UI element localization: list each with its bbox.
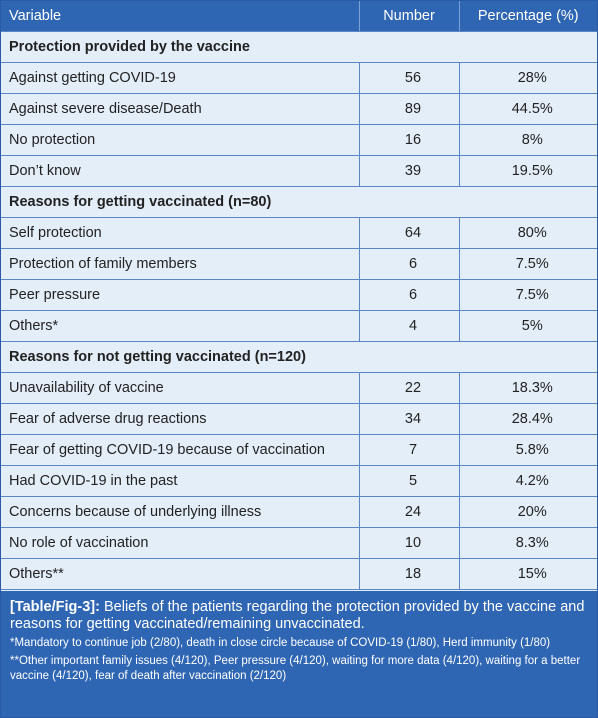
cell-percentage: 15%	[459, 558, 597, 590]
cell-percentage: 7.5%	[459, 248, 597, 280]
section-header-row: Reasons for not getting vaccinated (n=12…	[1, 341, 597, 373]
figure-caption: [Table/Fig-3]: Beliefs of the patients r…	[1, 591, 597, 717]
table-row: Fear of adverse drug reactions 34 28.4%	[1, 403, 597, 435]
cell-variable: Concerns because of underlying illness	[1, 496, 360, 528]
table-row: Fear of getting COVID-19 because of vacc…	[1, 434, 597, 466]
cell-number: 24	[359, 496, 460, 528]
cell-number: 5	[359, 465, 460, 497]
cell-variable: No role of vaccination	[1, 527, 360, 559]
table-row: Protection of family members 6 7.5%	[1, 248, 597, 280]
cell-variable: Fear of adverse drug reactions	[1, 403, 360, 435]
cell-percentage: 20%	[459, 496, 597, 528]
cell-percentage: 18.3%	[459, 372, 597, 404]
cell-percentage: 8.3%	[459, 527, 597, 559]
cell-number: 39	[359, 155, 460, 187]
caption-main: [Table/Fig-3]: Beliefs of the patients r…	[10, 599, 587, 633]
table-row: Peer pressure 6 7.5%	[1, 279, 597, 311]
table-row: Self protection 64 80%	[1, 217, 597, 249]
cell-variable: Fear of getting COVID-19 because of vacc…	[1, 434, 360, 466]
cell-number: 64	[359, 217, 460, 249]
header-number: Number	[359, 1, 460, 32]
cell-number: 89	[359, 93, 460, 125]
data-table: Variable Number Percentage (%) Protectio…	[1, 1, 597, 590]
cell-variable: Others*	[1, 310, 360, 342]
cell-number: 18	[359, 558, 460, 590]
cell-variable: Against severe disease/Death	[1, 93, 360, 125]
cell-variable: No protection	[1, 124, 360, 156]
caption-text: Beliefs of the patients regarding the pr…	[10, 599, 585, 632]
cell-variable: Self protection	[1, 217, 360, 249]
cell-variable: Had COVID-19 in the past	[1, 465, 360, 497]
section-header-row: Protection provided by the vaccine	[1, 31, 597, 63]
table-row: Others** 18 15%	[1, 558, 597, 590]
cell-percentage: 5%	[459, 310, 597, 342]
table-body: Protection provided by the vaccine Agains…	[1, 31, 597, 590]
cell-percentage: 7.5%	[459, 279, 597, 311]
table-row: Against severe disease/Death 89 44.5%	[1, 93, 597, 125]
table-row: Concerns because of underlying illness 24…	[1, 496, 597, 528]
cell-percentage: 80%	[459, 217, 597, 249]
table-row: Against getting COVID-19 56 28%	[1, 62, 597, 94]
cell-number: 4	[359, 310, 460, 342]
caption-footnote-1: *Mandatory to continue job (2/80), death…	[10, 637, 551, 649]
cell-variable: Protection of family members	[1, 248, 360, 280]
cell-number: 6	[359, 248, 460, 280]
cell-number: 7	[359, 434, 460, 466]
header-variable: Variable	[1, 1, 360, 32]
cell-variable: Peer pressure	[1, 279, 360, 311]
cell-number: 56	[359, 62, 460, 94]
cell-percentage: 8%	[459, 124, 597, 156]
section-title: Reasons for not getting vaccinated (n=12…	[1, 341, 597, 373]
cell-number: 10	[359, 527, 460, 559]
table-row: No protection 16 8%	[1, 124, 597, 156]
cell-variable: Don’t know	[1, 155, 360, 187]
cell-number: 22	[359, 372, 460, 404]
table-row: Had COVID-19 in the past 5 4.2%	[1, 465, 597, 497]
cell-number: 16	[359, 124, 460, 156]
cell-percentage: 4.2%	[459, 465, 597, 497]
cell-number: 6	[359, 279, 460, 311]
table-row: Unavailability of vaccine 22 18.3%	[1, 372, 597, 404]
cell-variable: Unavailability of vaccine	[1, 372, 360, 404]
header-percentage: Percentage (%)	[459, 1, 597, 32]
section-header-row: Reasons for getting vaccinated (n=80)	[1, 186, 597, 218]
cell-percentage: 19.5%	[459, 155, 597, 187]
cell-percentage: 28%	[459, 62, 597, 94]
cell-percentage: 28.4%	[459, 403, 597, 435]
cell-number: 34	[359, 403, 460, 435]
section-title: Reasons for getting vaccinated (n=80)	[1, 186, 597, 218]
table-row: No role of vaccination 10 8.3%	[1, 527, 597, 559]
cell-percentage: 5.8%	[459, 434, 597, 466]
caption-footnote-2: **Other important family issues (4/120),…	[10, 655, 581, 682]
table-row: Others* 4 5%	[1, 310, 597, 342]
caption-label: [Table/Fig-3]:	[10, 599, 100, 615]
cell-percentage: 44.5%	[459, 93, 597, 125]
cell-variable: Against getting COVID-19	[1, 62, 360, 94]
section-title: Protection provided by the vaccine	[1, 31, 597, 63]
table-row: Don’t know 39 19.5%	[1, 155, 597, 187]
cell-variable: Others**	[1, 558, 360, 590]
table-header-row: Variable Number Percentage (%)	[1, 1, 597, 32]
